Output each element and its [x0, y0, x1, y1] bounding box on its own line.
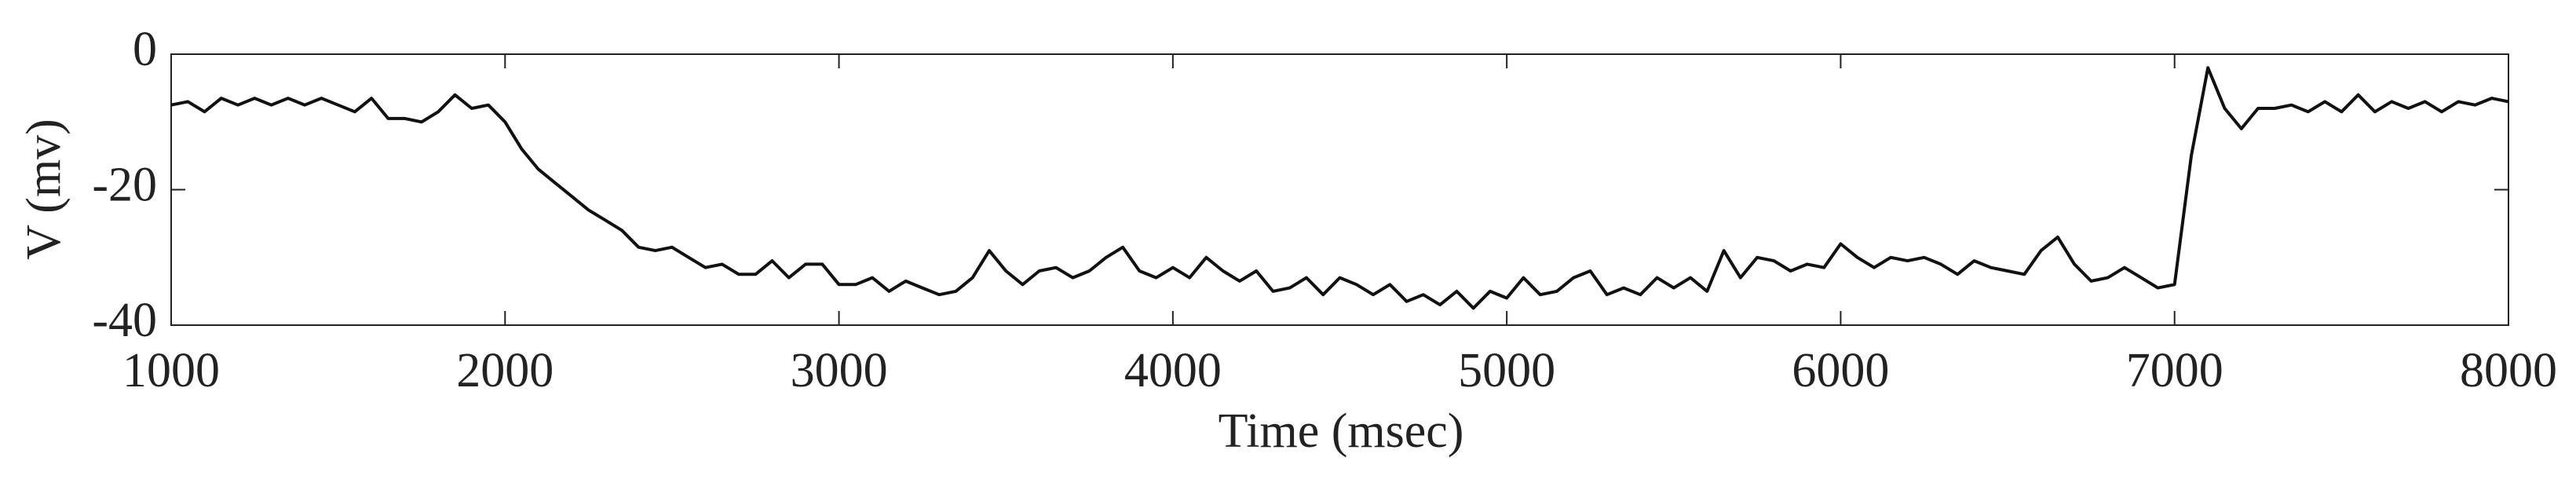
y-axis-label: V (mv)	[17, 119, 71, 260]
x-tick-label: 7000	[2126, 344, 2223, 397]
line-series	[170, 66, 2509, 310]
y-tick-label: -20	[92, 159, 157, 212]
y-tick-label: -40	[92, 294, 157, 347]
x-tick-label: 2000	[456, 344, 554, 397]
plot-frame	[170, 53, 2509, 326]
x-tick-label: 8000	[2460, 344, 2557, 397]
y-tick-label: 0	[133, 23, 157, 76]
x-tick-label: 1000	[122, 344, 220, 397]
x-tick-label: 3000	[791, 344, 888, 397]
x-tick-label: 5000	[1458, 344, 1555, 397]
x-axis-label: Time (msec)	[1219, 404, 1464, 458]
x-tick-label: 4000	[1124, 344, 1222, 397]
x-tick-label: 6000	[1792, 344, 1889, 397]
